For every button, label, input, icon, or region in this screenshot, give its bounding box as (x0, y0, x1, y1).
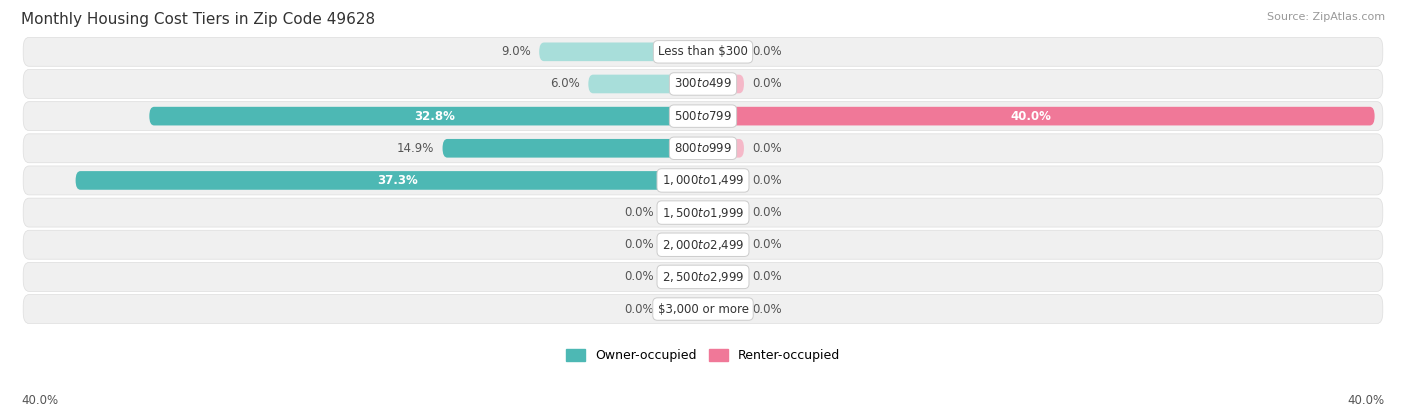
FancyBboxPatch shape (22, 69, 1384, 98)
FancyBboxPatch shape (720, 107, 1375, 125)
Text: Less than $300: Less than $300 (658, 45, 748, 59)
FancyBboxPatch shape (22, 262, 1384, 291)
FancyBboxPatch shape (22, 198, 1384, 227)
FancyBboxPatch shape (720, 300, 744, 318)
FancyBboxPatch shape (22, 166, 1384, 195)
Text: 0.0%: 0.0% (624, 303, 654, 315)
Text: Monthly Housing Cost Tiers in Zip Code 49628: Monthly Housing Cost Tiers in Zip Code 4… (21, 12, 375, 27)
Legend: Owner-occupied, Renter-occupied: Owner-occupied, Renter-occupied (567, 349, 839, 362)
Text: 37.3%: 37.3% (377, 174, 418, 187)
FancyBboxPatch shape (22, 295, 1384, 324)
FancyBboxPatch shape (662, 235, 686, 254)
Text: 0.0%: 0.0% (624, 206, 654, 219)
FancyBboxPatch shape (22, 102, 1384, 131)
Text: 0.0%: 0.0% (752, 78, 782, 90)
Text: 0.0%: 0.0% (752, 238, 782, 251)
Text: $2,000 to $2,499: $2,000 to $2,499 (662, 238, 744, 252)
FancyBboxPatch shape (720, 139, 744, 158)
Text: $1,500 to $1,999: $1,500 to $1,999 (662, 205, 744, 220)
Text: $3,000 or more: $3,000 or more (658, 303, 748, 315)
Text: 40.0%: 40.0% (21, 394, 58, 407)
Text: $1,000 to $1,499: $1,000 to $1,499 (662, 173, 744, 188)
Text: $800 to $999: $800 to $999 (673, 142, 733, 155)
FancyBboxPatch shape (149, 107, 686, 125)
Text: 0.0%: 0.0% (752, 303, 782, 315)
FancyBboxPatch shape (588, 75, 686, 93)
Text: 0.0%: 0.0% (752, 271, 782, 283)
Text: 0.0%: 0.0% (752, 45, 782, 59)
FancyBboxPatch shape (720, 203, 744, 222)
FancyBboxPatch shape (22, 134, 1384, 163)
FancyBboxPatch shape (662, 300, 686, 318)
FancyBboxPatch shape (662, 268, 686, 286)
Text: 0.0%: 0.0% (752, 174, 782, 187)
FancyBboxPatch shape (538, 42, 686, 61)
FancyBboxPatch shape (720, 268, 744, 286)
FancyBboxPatch shape (76, 171, 686, 190)
Text: 6.0%: 6.0% (550, 78, 581, 90)
FancyBboxPatch shape (662, 203, 686, 222)
Text: 0.0%: 0.0% (752, 206, 782, 219)
Text: $500 to $799: $500 to $799 (673, 110, 733, 122)
Text: $300 to $499: $300 to $499 (673, 78, 733, 90)
Text: 0.0%: 0.0% (624, 238, 654, 251)
Text: 0.0%: 0.0% (624, 271, 654, 283)
Text: Source: ZipAtlas.com: Source: ZipAtlas.com (1267, 12, 1385, 22)
Text: 9.0%: 9.0% (502, 45, 531, 59)
Text: $2,500 to $2,999: $2,500 to $2,999 (662, 270, 744, 284)
Text: 40.0%: 40.0% (1348, 394, 1385, 407)
Text: 14.9%: 14.9% (396, 142, 434, 155)
FancyBboxPatch shape (22, 230, 1384, 259)
Text: 32.8%: 32.8% (413, 110, 454, 122)
Text: 0.0%: 0.0% (752, 142, 782, 155)
FancyBboxPatch shape (443, 139, 686, 158)
FancyBboxPatch shape (720, 42, 744, 61)
Text: 40.0%: 40.0% (1010, 110, 1052, 122)
FancyBboxPatch shape (720, 171, 744, 190)
FancyBboxPatch shape (22, 37, 1384, 66)
FancyBboxPatch shape (720, 75, 744, 93)
FancyBboxPatch shape (720, 235, 744, 254)
